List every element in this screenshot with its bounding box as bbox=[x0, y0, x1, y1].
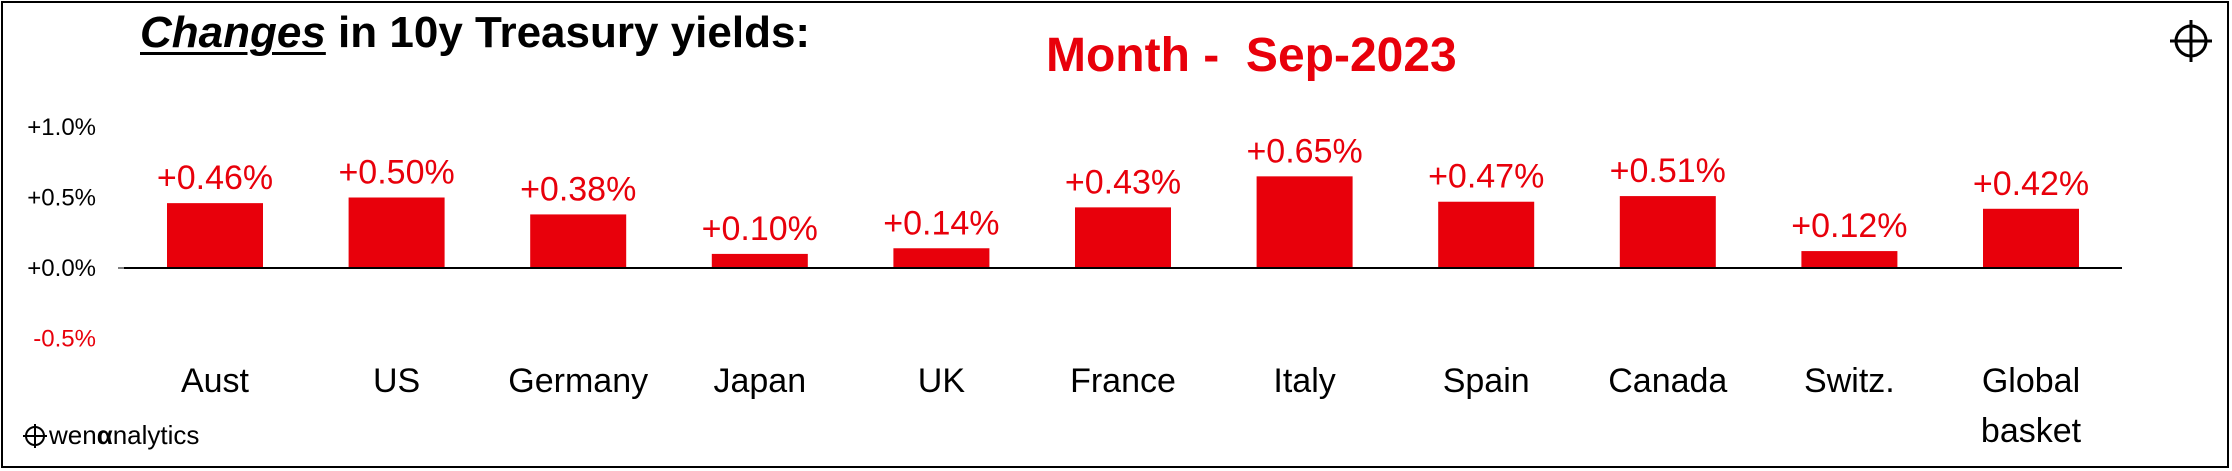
bar bbox=[711, 253, 808, 268]
bar bbox=[1983, 208, 2079, 268]
y-tick-label: +1.0% bbox=[27, 114, 96, 141]
category-label: Canada bbox=[1608, 362, 1727, 400]
data-label: +0.38% bbox=[520, 170, 636, 208]
bar bbox=[1075, 207, 1171, 268]
data-label: +0.43% bbox=[1065, 163, 1181, 201]
category-labels: Aust US Germany Japan UK France Italy Spain Cana… bbox=[181, 362, 2082, 450]
logo-alpha: α bbox=[96, 420, 113, 450]
title-emphasis: Changes bbox=[140, 8, 326, 57]
category-label-line: UK bbox=[918, 362, 966, 400]
bars bbox=[167, 176, 2079, 268]
chart-title: Changes in 10y Treasury yields: bbox=[140, 8, 810, 58]
bar bbox=[1801, 251, 1898, 268]
category-label: Global basket bbox=[1981, 362, 2082, 450]
bar bbox=[348, 197, 445, 268]
category-label-line: Germany bbox=[508, 362, 648, 400]
category-label-line: France bbox=[1070, 362, 1176, 400]
category-label: Spain bbox=[1443, 362, 1530, 400]
chart-subtitle: Month - Sep-2023 bbox=[1046, 29, 1457, 82]
category-label-line: Japan bbox=[713, 362, 806, 400]
category-label-line: Canada bbox=[1608, 362, 1727, 400]
logo-text-suffix: nalytics bbox=[112, 420, 200, 450]
bar bbox=[530, 214, 627, 268]
category-label: Japan bbox=[713, 362, 806, 400]
category-label: Italy bbox=[1273, 362, 1335, 400]
y-tick-label: +0.0% bbox=[27, 255, 96, 282]
y-tick-label: -0.5% bbox=[33, 326, 96, 353]
crosshair-circle-icon bbox=[2170, 20, 2212, 62]
category-label-line: US bbox=[373, 362, 420, 400]
data-labels: +0.46% +0.50% +0.38% +0.10% +0.14% +0.43% +0.6… bbox=[157, 132, 2089, 248]
category-label: Aust bbox=[181, 362, 250, 400]
bar bbox=[1619, 196, 1716, 268]
data-label: +0.47% bbox=[1428, 158, 1544, 196]
owen-analytics-logo: wen α nalytics bbox=[22, 420, 199, 451]
category-label-line: basket bbox=[1981, 412, 2082, 450]
bar bbox=[167, 203, 263, 268]
data-label: +0.10% bbox=[702, 210, 818, 248]
data-label: +0.14% bbox=[883, 204, 999, 242]
logo-text-prefix: wen bbox=[49, 420, 97, 450]
category-label-line: Switz. bbox=[1804, 362, 1895, 400]
bar bbox=[1256, 176, 1353, 268]
data-label: +0.65% bbox=[1246, 132, 1362, 170]
title-rest: in 10y Treasury yields: bbox=[325, 8, 811, 57]
data-label: +0.42% bbox=[1973, 165, 2089, 203]
crosshair-circle-icon bbox=[23, 423, 47, 448]
category-label: UK bbox=[918, 362, 966, 400]
category-label-line: Global bbox=[1982, 362, 2080, 400]
data-label: +0.51% bbox=[1610, 152, 1726, 190]
data-label: +0.12% bbox=[1791, 207, 1907, 245]
data-label: +0.46% bbox=[157, 159, 273, 197]
category-label-line: Italy bbox=[1273, 362, 1335, 400]
category-label-line: Spain bbox=[1443, 362, 1530, 400]
y-axis-ticks: +1.0% +0.5% +0.0% -0.5% bbox=[27, 114, 124, 353]
bar bbox=[1438, 201, 1535, 268]
category-label: Switz. bbox=[1804, 362, 1895, 400]
y-tick-label: +0.5% bbox=[27, 185, 96, 212]
category-label: Germany bbox=[508, 362, 648, 400]
category-label: France bbox=[1070, 362, 1176, 400]
category-label-line: Aust bbox=[181, 362, 250, 400]
data-label: +0.50% bbox=[338, 154, 454, 192]
bar bbox=[893, 248, 990, 268]
category-label: US bbox=[373, 362, 420, 400]
